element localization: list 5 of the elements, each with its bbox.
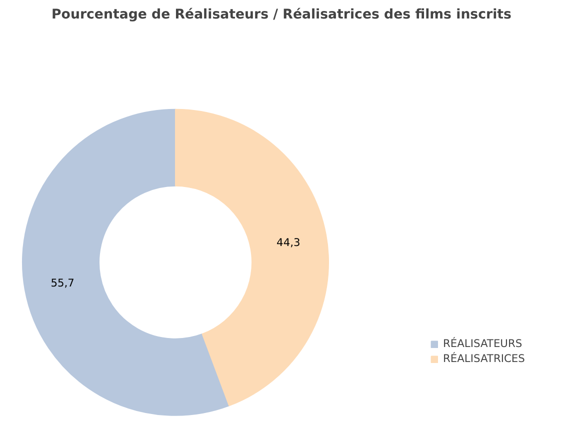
chart-title: Pourcentage de Réalisateurs / Réalisatrices des films inscrits [52,8,512,22]
legend-label: RÉALISATEURS [443,337,522,350]
legend-label: RÉALISATRICES [443,352,525,365]
data-label: 55,7 [50,276,74,290]
data-label: 44,3 [276,236,300,250]
